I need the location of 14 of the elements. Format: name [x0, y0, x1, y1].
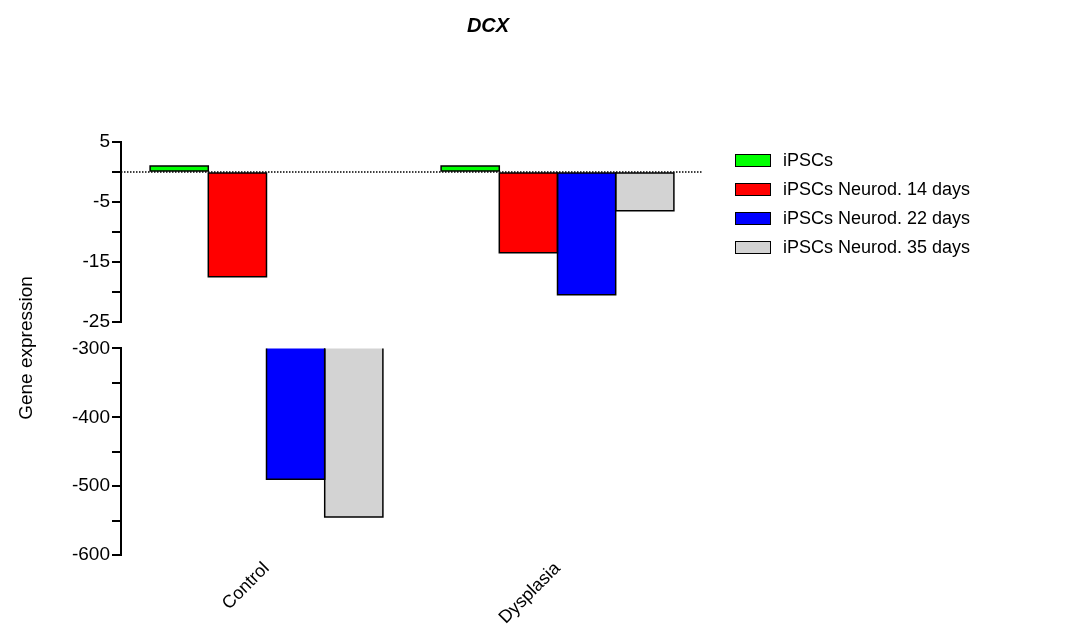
y-tick-label: -400: [71, 405, 110, 427]
chart-title: DCX: [465, 14, 511, 37]
y-axis-title: Gene expression: [15, 276, 37, 420]
y-tick-label: -15: [82, 249, 110, 271]
y-tick-label: -600: [71, 543, 110, 565]
y-tick-label: -25: [82, 309, 110, 331]
y-tick-label: -300: [71, 336, 110, 358]
y-tick-label: -500: [71, 474, 110, 496]
y-tick-label: 5: [99, 130, 110, 152]
legend-label: iPSCs Neurod. 35 days: [783, 237, 971, 258]
legend-label: iPSCs Neurod. 14 days: [783, 179, 971, 200]
y-tick-label: -5: [93, 190, 110, 212]
legend-label: iPSCs: [783, 150, 834, 171]
legend-label: iPSCs Neurod. 22 days: [783, 208, 971, 229]
